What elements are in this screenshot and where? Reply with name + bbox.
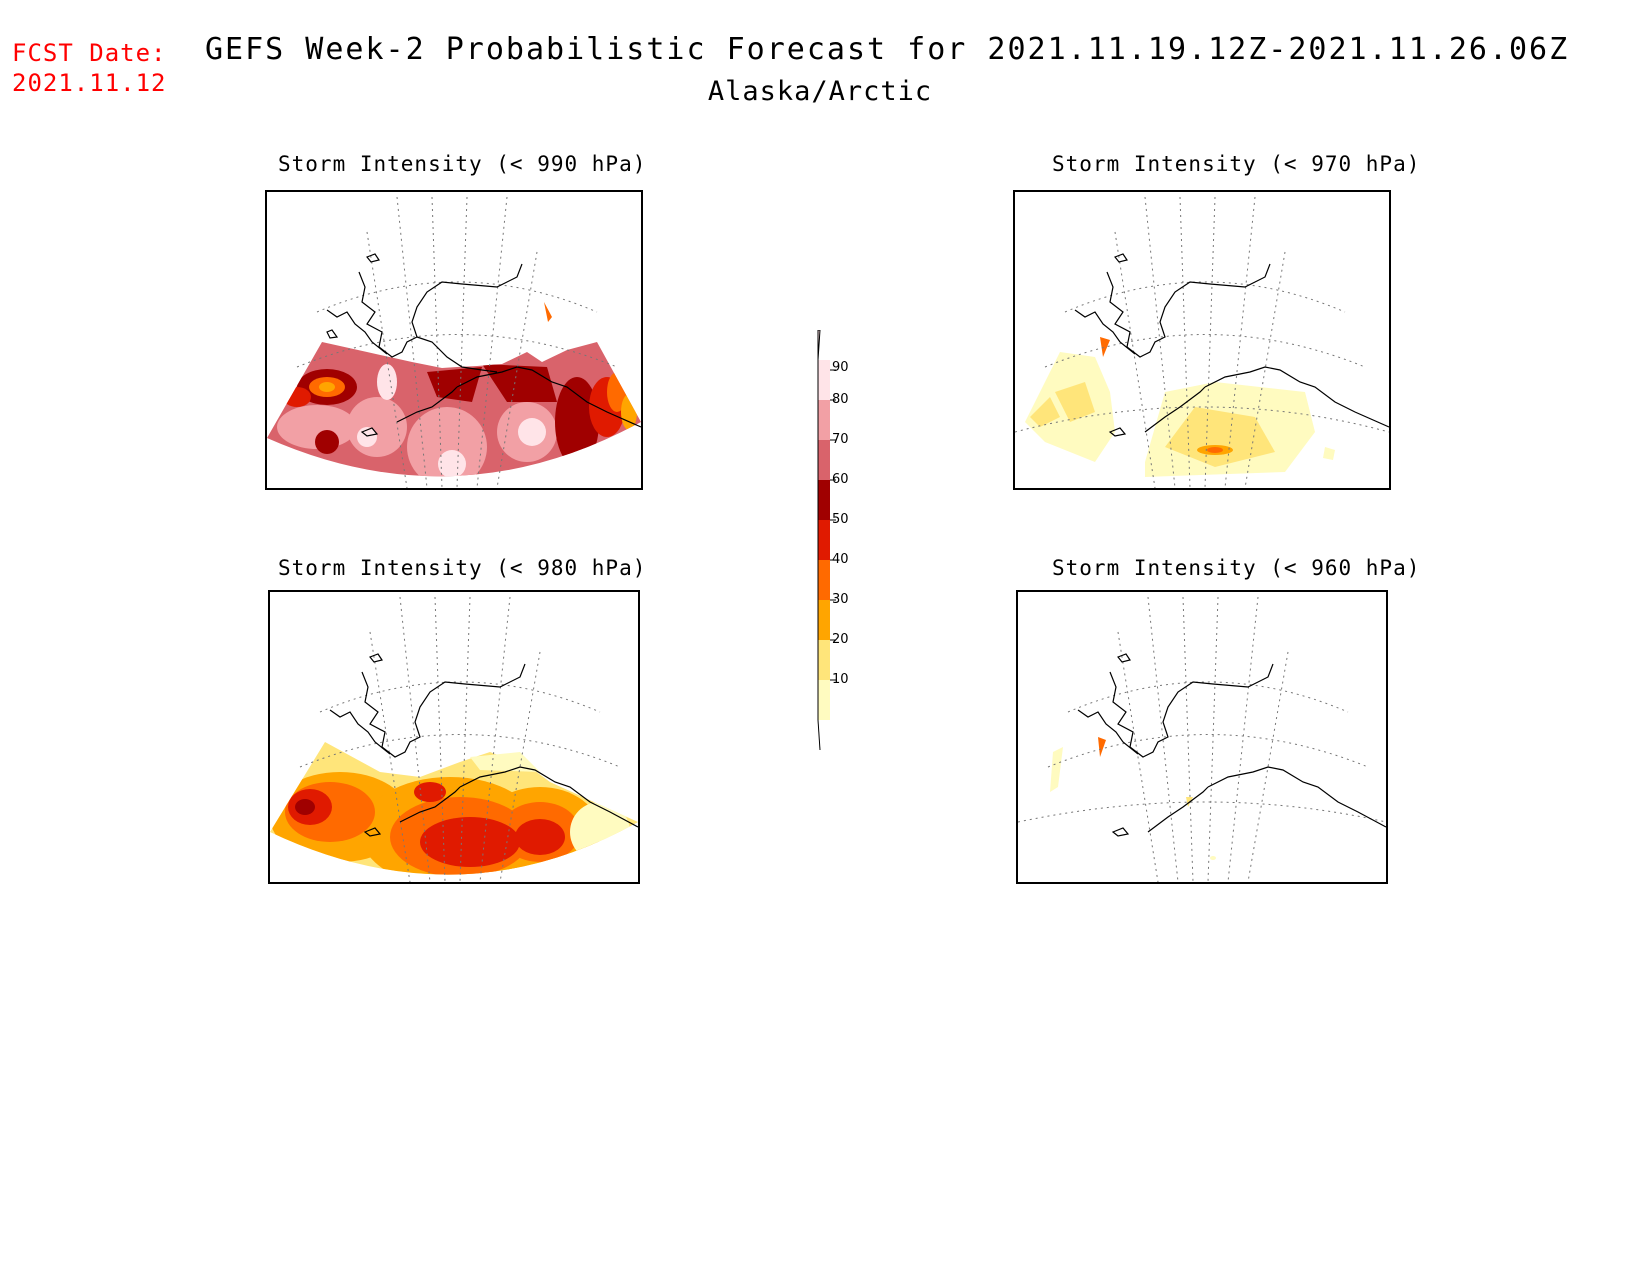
probability-field-980 [270,742,638,875]
legend-label-10: 10 [832,672,849,687]
fcst-date-label: FCST Date: [12,39,167,67]
legend-swatch-60 [818,480,830,520]
probability-field-970 [1025,337,1335,477]
coastline-970 [1074,253,1389,437]
map-960-svg [1018,596,1386,882]
page-title: GEFS Week-2 Probabilistic Forecast for 2… [205,32,1570,67]
region-subtitle: Alaska/Arctic [707,76,933,107]
legend-label-80: 80 [832,392,849,407]
graticule-980 [299,596,621,882]
legend-label-30: 30 [832,592,849,607]
map-990-svg [267,196,641,488]
legend-label-60: 60 [832,472,849,487]
coastline-960 [1077,653,1386,837]
map-panel-960 [1016,590,1388,884]
legend-label-40: 40 [832,552,849,567]
panel-title-970: Storm Intensity (< 970 hPa) [1052,152,1421,176]
map-panel-980 [268,590,640,884]
hotspot-990 [544,302,552,322]
legend-swatch-20 [818,640,830,680]
map-980-svg [270,596,638,882]
graticule-960 [1018,596,1386,882]
graticule-990 [296,196,618,488]
legend-label-20: 20 [832,632,849,647]
legend-label-70: 70 [832,432,849,447]
legend-top-arrow [817,329,821,361]
legend-bottom-arrow [817,719,821,751]
probability-field-960 [1050,737,1216,860]
coastline-980 [329,653,638,837]
coastline-990 [326,253,641,437]
legend-swatch-40 [818,560,830,600]
legend-label-90: 90 [832,360,849,375]
map-panel-970 [1013,190,1391,490]
graticule-970 [1015,196,1389,488]
legend-swatch-50 [818,520,830,560]
map-970-svg [1015,196,1389,488]
legend-swatch-30 [818,600,830,640]
map-panel-990 [265,190,643,490]
panel-title-980: Storm Intensity (< 980 hPa) [278,556,647,580]
legend-swatch-70 [818,440,830,480]
legend-label-50: 50 [832,512,849,527]
fcst-date-value: 2021.11.12 [12,69,167,97]
panel-title-990: Storm Intensity (< 990 hPa) [278,152,647,176]
fcst-date-block: FCST Date: 2021.11.12 [12,38,167,98]
panel-title-960: Storm Intensity (< 960 hPa) [1052,556,1421,580]
legend-swatch-10 [818,680,830,720]
legend-swatch-90 [818,360,830,400]
legend-bar [817,329,836,751]
legend-swatch-80 [818,400,830,440]
color-legend: 90 80 70 60 50 40 30 20 10 [800,329,880,751]
